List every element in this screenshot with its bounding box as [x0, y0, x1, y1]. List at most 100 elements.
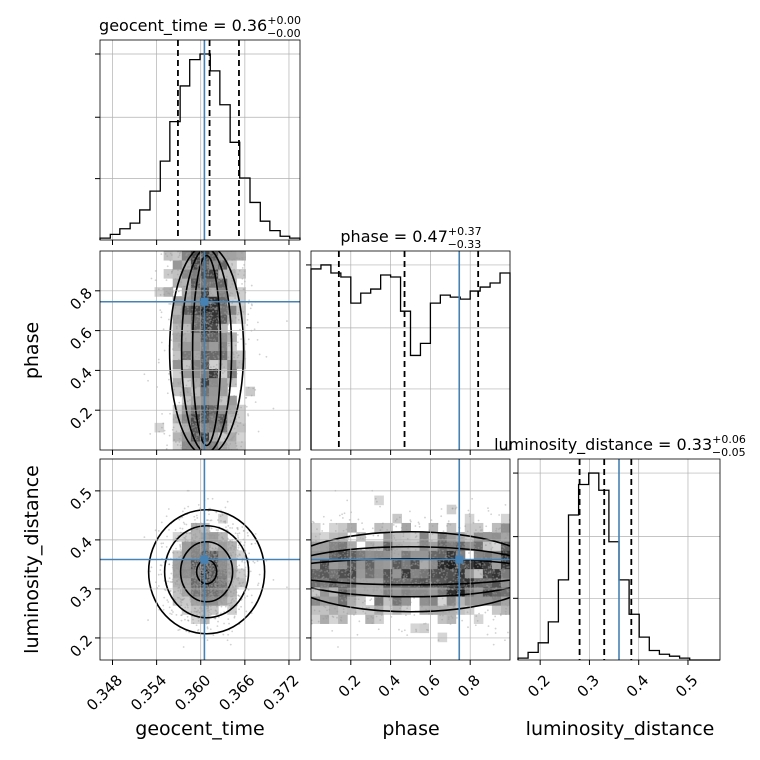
sample-point [229, 546, 232, 549]
sample-point [220, 561, 222, 564]
sample-point [424, 622, 427, 625]
sample-point [184, 540, 186, 543]
sample-point [208, 378, 210, 381]
sample-point [445, 574, 448, 576]
sample-point [206, 358, 208, 361]
sample-point [186, 324, 189, 327]
sample-point [176, 551, 179, 554]
sample-point [231, 595, 234, 598]
sample-point [215, 310, 218, 313]
sample-point [236, 569, 239, 572]
sample-point [207, 334, 210, 337]
sample-point [226, 586, 229, 589]
sample-point [185, 341, 187, 344]
sample-point [272, 579, 275, 581]
sample-point [187, 374, 189, 377]
sample-point [216, 625, 219, 628]
sample-point [221, 579, 224, 581]
sample-point [209, 415, 212, 418]
sample-point [221, 602, 223, 605]
sample-point [191, 576, 194, 578]
sample-point [249, 307, 252, 310]
sample-point [409, 571, 412, 574]
sample-point [180, 297, 183, 300]
sample-point [206, 263, 209, 266]
sample-point [223, 294, 226, 297]
density-cell [428, 586, 439, 597]
sample-point [172, 611, 174, 613]
sample-point [217, 620, 219, 623]
sample-point [388, 599, 391, 601]
sample-point [205, 344, 207, 347]
sample-point [368, 606, 370, 609]
sample-point [213, 394, 216, 397]
sample-point [313, 609, 316, 612]
sample-point [217, 561, 220, 564]
sample-point [438, 560, 440, 563]
sample-point [379, 619, 382, 621]
sample-point [236, 413, 239, 416]
sample-point [430, 581, 433, 584]
sample-point [231, 398, 234, 401]
sample-point [404, 566, 407, 569]
sample-point [167, 508, 170, 510]
density-cell [218, 550, 228, 560]
sample-point [210, 378, 213, 381]
sample-point [197, 543, 200, 546]
sample-point [225, 425, 228, 428]
sample-point [220, 396, 223, 399]
sample-point [362, 610, 365, 613]
sample-point [216, 560, 219, 563]
sample-point [453, 563, 456, 566]
sample-point [192, 416, 195, 419]
sample-point [487, 572, 490, 575]
sample-point [316, 546, 319, 549]
sample-point [211, 593, 214, 596]
sample-point [207, 586, 210, 589]
sample-point [326, 614, 329, 617]
sample-point [166, 535, 168, 538]
density-cell [190, 605, 201, 615]
sample-point [425, 608, 428, 611]
sample-point [187, 308, 189, 311]
sample-point [208, 363, 211, 366]
sample-point [234, 553, 237, 556]
sample-point [225, 332, 228, 335]
sample-point [446, 524, 448, 527]
sample-point [212, 553, 215, 556]
sample-point [195, 294, 198, 297]
sample-point [223, 377, 225, 380]
sample-point [353, 587, 356, 589]
sample-point [227, 548, 229, 551]
sample-point [190, 283, 193, 286]
sample-point [453, 574, 455, 577]
sample-point [237, 366, 239, 369]
sample-point [214, 617, 217, 620]
sample-point [456, 563, 459, 566]
sample-point [168, 563, 171, 566]
sample-point [387, 554, 390, 557]
sample-point [207, 591, 210, 594]
sample-point [448, 555, 451, 558]
sample-point [207, 349, 209, 352]
sample-point [196, 584, 199, 587]
sample-point [210, 592, 213, 595]
sample-point [207, 533, 210, 536]
sample-point [319, 570, 322, 573]
sample-point [220, 339, 223, 342]
sample-point [194, 549, 197, 552]
sample-point [466, 595, 469, 598]
sample-point [164, 252, 167, 255]
sample-point [241, 277, 244, 280]
sample-point [208, 302, 211, 305]
density-cell [172, 341, 183, 351]
sample-point [504, 610, 507, 613]
sample-point [180, 554, 182, 557]
sample-point [330, 556, 332, 559]
sample-point [214, 585, 217, 588]
sample-point [205, 567, 208, 569]
sample-point [167, 292, 170, 295]
sample-point [196, 303, 199, 306]
sample-point [196, 265, 199, 268]
sample-point [206, 283, 209, 286]
